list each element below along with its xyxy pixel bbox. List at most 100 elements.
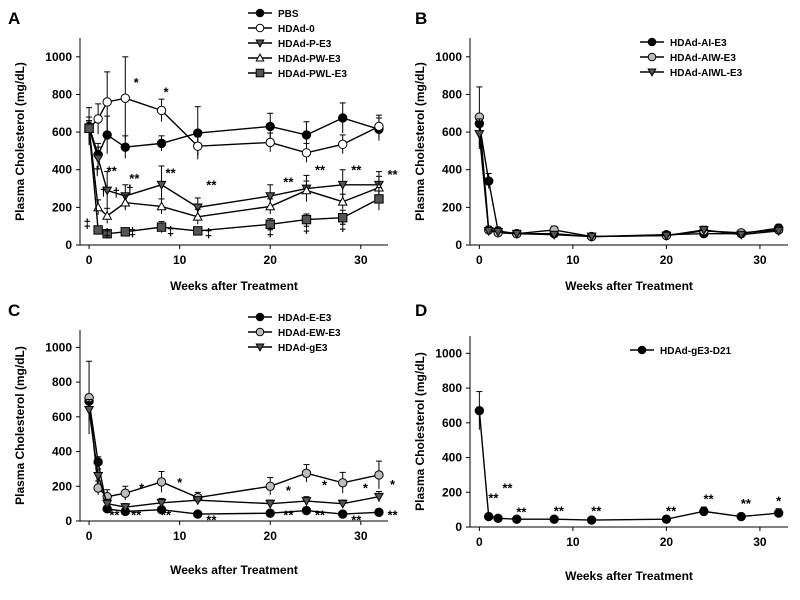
data-point bbox=[736, 511, 746, 522]
data-point bbox=[265, 121, 275, 132]
data-point bbox=[337, 499, 348, 509]
data-point bbox=[93, 225, 103, 235]
series-HDAd-EW-E3 bbox=[84, 360, 384, 504]
data-point bbox=[301, 185, 312, 195]
y-axis-label: Plasma Cholesterol (mg/dL) bbox=[413, 62, 427, 221]
data-point bbox=[474, 405, 485, 416]
x-tick-label: 0 bbox=[476, 535, 483, 549]
data-point bbox=[773, 227, 784, 237]
series-HDAd-AI-E3 bbox=[474, 113, 784, 242]
series-line bbox=[88, 397, 380, 499]
x-tick-label: 20 bbox=[660, 535, 674, 549]
legend-marker bbox=[255, 53, 265, 62]
series-HDAd-AIW-E3 bbox=[474, 86, 784, 242]
series-HDAd-PWL-E3 bbox=[84, 120, 384, 239]
data-point bbox=[301, 130, 312, 140]
x-tick-label: 20 bbox=[264, 253, 278, 267]
series-line bbox=[478, 133, 779, 238]
x-tick-label: 20 bbox=[264, 529, 278, 543]
x-tick-label: 30 bbox=[753, 253, 767, 267]
significance-mark: ** bbox=[129, 171, 140, 186]
legend-label: HDAd-AIW-E3 bbox=[670, 53, 736, 64]
y-tick-label: 800 bbox=[52, 87, 72, 101]
series-HDAd-0 bbox=[84, 56, 384, 163]
y-tick-label: 400 bbox=[442, 163, 462, 177]
y-tick-label: 200 bbox=[52, 200, 72, 214]
data-point bbox=[120, 488, 130, 498]
legend-label: HDAd-gE3 bbox=[278, 343, 328, 354]
y-tick-label: 800 bbox=[442, 87, 462, 101]
y-tick-label: 800 bbox=[52, 375, 72, 389]
legend-marker bbox=[647, 68, 657, 77]
panel-label-a: A bbox=[8, 9, 20, 28]
significance-mark: * bbox=[322, 478, 328, 493]
data-point bbox=[374, 194, 384, 204]
y-tick-label: 200 bbox=[442, 200, 462, 214]
panel-label-c: C bbox=[8, 301, 20, 320]
data-point bbox=[120, 197, 131, 207]
x-tick-label: 10 bbox=[566, 535, 580, 549]
legend-label: PBS bbox=[278, 9, 299, 20]
data-point bbox=[337, 196, 348, 206]
x-axis-label: Weeks after Treatment bbox=[170, 563, 298, 577]
legend-label: HDAd-EW-E3 bbox=[278, 328, 341, 339]
data-point bbox=[493, 513, 503, 524]
series-line bbox=[88, 401, 379, 515]
data-point bbox=[193, 141, 203, 151]
significance-mark: ‡ bbox=[84, 216, 91, 231]
data-point bbox=[301, 505, 312, 516]
significance-mark: ** bbox=[387, 167, 398, 182]
data-point bbox=[374, 507, 384, 518]
y-tick-label: 600 bbox=[442, 125, 462, 139]
y-tick-label: 0 bbox=[455, 238, 462, 252]
significance-mark: * bbox=[363, 480, 369, 495]
x-axis-label: Weeks after Treatment bbox=[565, 569, 693, 583]
data-point bbox=[192, 211, 203, 221]
legend-label: HDAd-E-E3 bbox=[278, 313, 332, 324]
data-point bbox=[586, 232, 597, 242]
significance-mark: ‡ bbox=[129, 225, 136, 240]
data-point bbox=[156, 180, 167, 191]
significance-mark: ** bbox=[166, 165, 177, 180]
data-point bbox=[193, 226, 203, 236]
data-point bbox=[374, 121, 384, 132]
data-point bbox=[120, 227, 130, 237]
significance-mark: * bbox=[164, 84, 170, 99]
legend-marker bbox=[255, 343, 265, 352]
data-point bbox=[338, 478, 348, 488]
significance-mark: ** bbox=[107, 163, 118, 178]
significance-mark: ** bbox=[351, 512, 362, 527]
legend-label: HDAd-0 bbox=[278, 24, 315, 35]
x-tick-label: 10 bbox=[566, 253, 580, 267]
data-point bbox=[156, 222, 167, 232]
series-line bbox=[88, 97, 380, 154]
significance-mark: ‡ bbox=[167, 224, 174, 239]
series-PBS bbox=[84, 102, 384, 166]
data-point bbox=[301, 214, 312, 225]
y-tick-label: 1000 bbox=[45, 50, 72, 64]
y-tick-label: 200 bbox=[52, 479, 72, 493]
significance-mark: ** bbox=[516, 505, 527, 520]
significance-mark: ** bbox=[206, 177, 217, 192]
data-point bbox=[337, 180, 348, 191]
data-point bbox=[120, 93, 130, 103]
data-point bbox=[102, 186, 113, 196]
significance-mark: ** bbox=[283, 507, 294, 522]
significance-mark: * bbox=[139, 480, 145, 495]
y-tick-label: 200 bbox=[442, 485, 462, 499]
data-point bbox=[661, 231, 672, 241]
significance-mark: ‡ bbox=[303, 221, 310, 236]
y-tick-label: 600 bbox=[52, 125, 72, 139]
significance-mark: ** bbox=[488, 491, 499, 506]
significance-mark: ** bbox=[283, 175, 294, 190]
x-tick-label: 30 bbox=[753, 535, 767, 549]
legend-marker bbox=[255, 327, 265, 337]
data-point bbox=[265, 481, 275, 491]
legend-label: HDAd-AI-E3 bbox=[670, 38, 727, 49]
significance-mark: ** bbox=[703, 492, 714, 507]
legend-marker bbox=[255, 8, 265, 18]
data-point bbox=[265, 499, 276, 509]
data-point bbox=[156, 138, 167, 149]
data-point bbox=[265, 137, 275, 148]
significance-mark: * bbox=[177, 475, 183, 490]
